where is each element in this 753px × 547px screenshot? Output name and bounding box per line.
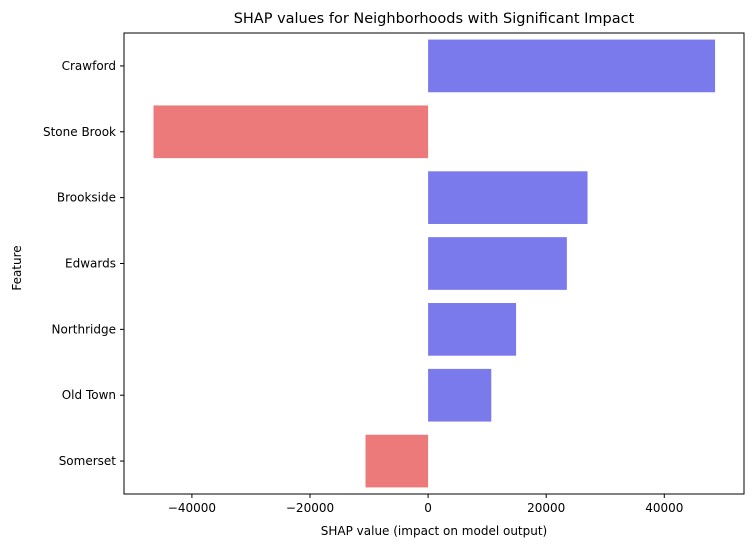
y-axis-ticks: Crawford Stone Brook Brookside Edwards North… <box>43 59 124 468</box>
y-tick-label: Somerset <box>59 454 117 468</box>
chart-title: SHAP values for Neighborhoods with Signi… <box>234 11 635 27</box>
x-tick-label: −20000 <box>286 501 334 515</box>
x-tick-label: 0 <box>424 501 432 515</box>
y-tick-label: Crawford <box>62 59 116 73</box>
bar-crawford <box>428 39 716 93</box>
y-axis-title: Feature <box>10 245 24 290</box>
y-tick-label: Stone Brook <box>43 125 116 139</box>
bar-edwards <box>428 237 567 290</box>
y-tick-label: Northridge <box>52 322 116 336</box>
y-tick-label: Old Town <box>62 388 116 402</box>
y-tick-label: Edwards <box>65 257 116 271</box>
bars-group <box>153 39 716 488</box>
x-tick-label: 40000 <box>645 501 683 515</box>
x-tick-label: −40000 <box>168 501 216 515</box>
x-tick-label: 20000 <box>527 501 565 515</box>
x-axis-ticks: −40000 −20000 0 20000 40000 <box>168 494 683 515</box>
bar-somerset <box>365 434 429 488</box>
bar-stone-brook <box>153 105 429 159</box>
bar-northridge <box>428 303 517 356</box>
y-tick-label: Brookside <box>57 191 116 205</box>
bar-old-town <box>428 368 492 422</box>
x-axis-title: SHAP value (impact on model output) <box>321 524 548 538</box>
bar-brookside <box>428 171 588 224</box>
